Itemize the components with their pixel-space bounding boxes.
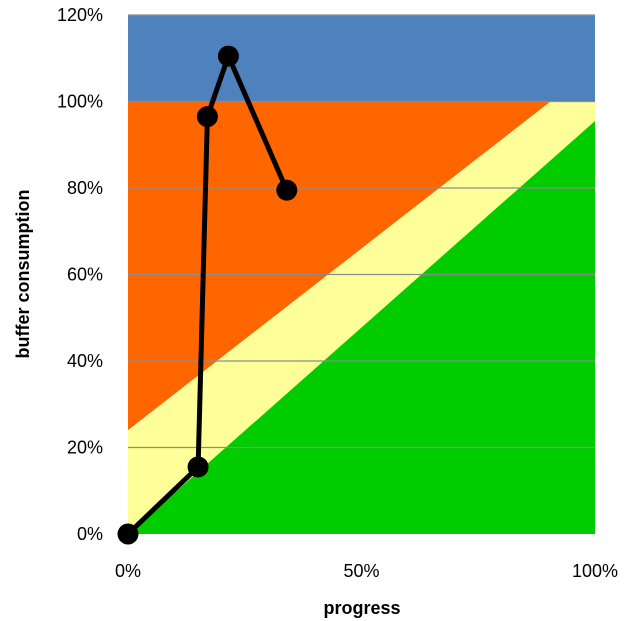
- series-layer: [117, 45, 298, 545]
- y-tick-label: 120%: [57, 5, 103, 25]
- y-tick-label: 20%: [67, 438, 103, 458]
- x-axis-title: progress: [323, 598, 400, 618]
- y-tick-label: 100%: [57, 92, 103, 112]
- data-point: [187, 456, 209, 478]
- y-tick-labels: 0% 20% 40% 60% 80% 100% 120%: [57, 5, 103, 544]
- y-axis-title: buffer consumption: [13, 190, 33, 359]
- grid-layer: [128, 14, 595, 449]
- zone-yellow: [128, 101, 595, 534]
- y-tick-label: 40%: [67, 351, 103, 371]
- data-point: [276, 179, 298, 201]
- y-tick-label: 80%: [67, 178, 103, 198]
- y-tick-label: 0%: [77, 524, 103, 544]
- x-tick-label: 100%: [572, 561, 618, 581]
- x-tick-label: 0%: [115, 561, 141, 581]
- x-tick-labels: 0% 50% 100%: [115, 561, 618, 581]
- data-point: [217, 45, 239, 67]
- data-point: [196, 106, 218, 128]
- zone-green: [128, 121, 595, 534]
- data-point: [117, 523, 139, 545]
- x-tick-label: 50%: [343, 561, 379, 581]
- zones-layer: [128, 15, 595, 534]
- y-tick-label: 60%: [67, 265, 103, 285]
- zone-blue: [128, 15, 595, 102]
